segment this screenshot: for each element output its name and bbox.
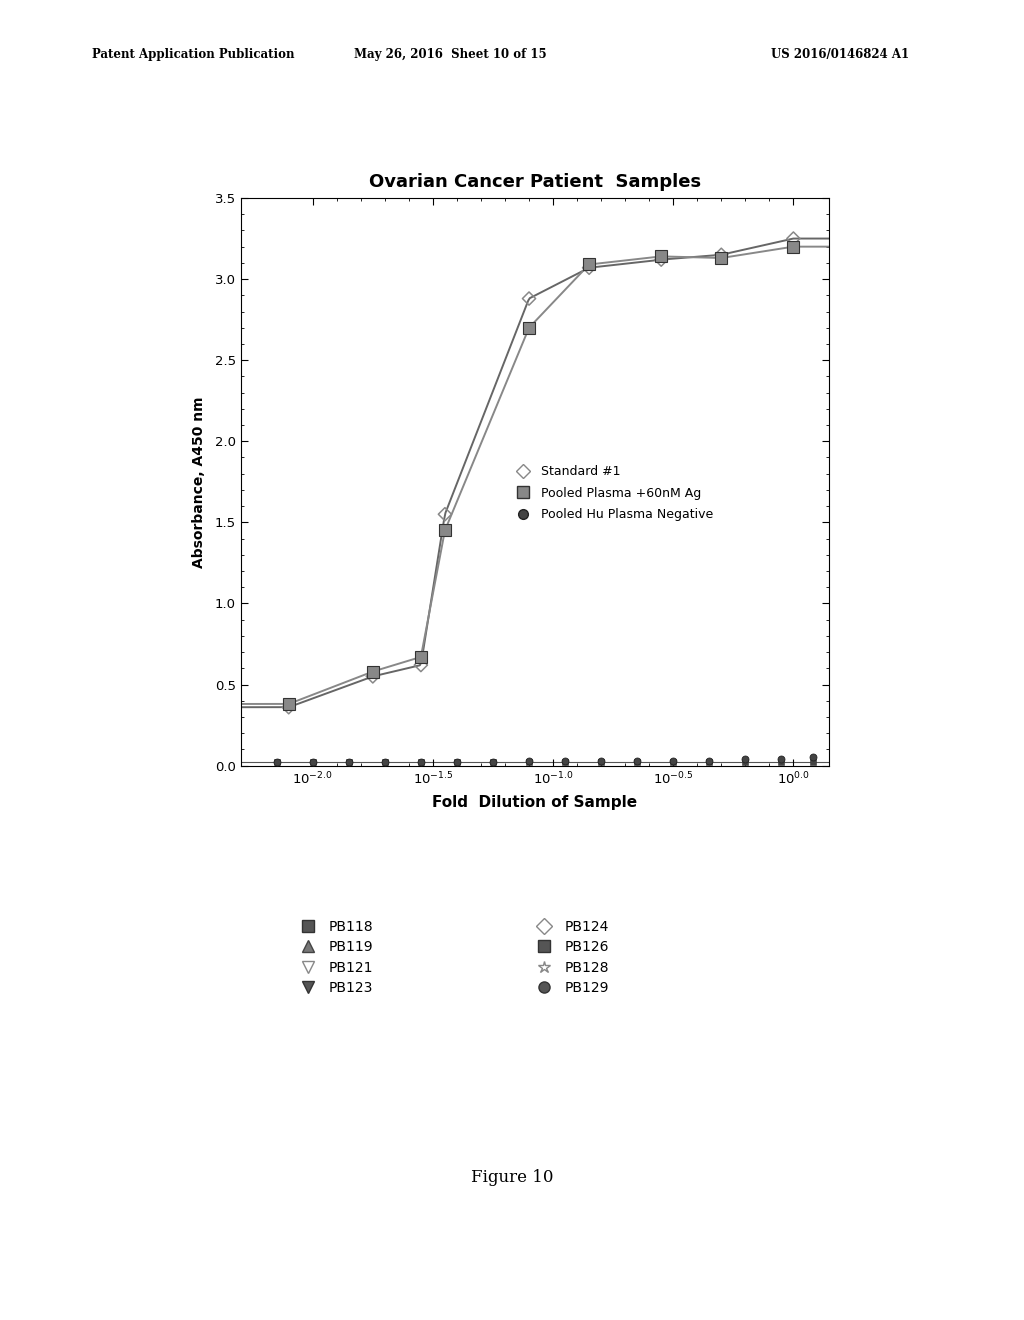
Point <box>365 665 381 686</box>
Point <box>785 228 802 249</box>
Point <box>436 504 453 525</box>
Point <box>413 655 429 676</box>
Point <box>581 257 597 279</box>
Point <box>713 244 729 265</box>
Point <box>281 697 297 718</box>
Text: US 2016/0146824 A1: US 2016/0146824 A1 <box>771 48 908 61</box>
Y-axis label: Absorbance, A450 nm: Absorbance, A450 nm <box>193 396 206 568</box>
Point <box>653 249 670 271</box>
Text: Figure 10: Figure 10 <box>471 1170 553 1185</box>
Text: May 26, 2016  Sheet 10 of 15: May 26, 2016 Sheet 10 of 15 <box>354 48 547 61</box>
Legend: PB124, PB126, PB128, PB129: PB124, PB126, PB128, PB129 <box>524 915 614 1001</box>
Title: Ovarian Cancer Patient  Samples: Ovarian Cancer Patient Samples <box>369 173 701 191</box>
Point <box>521 288 538 309</box>
Text: Patent Application Publication: Patent Application Publication <box>92 48 295 61</box>
X-axis label: Fold  Dilution of Sample: Fold Dilution of Sample <box>432 796 638 810</box>
